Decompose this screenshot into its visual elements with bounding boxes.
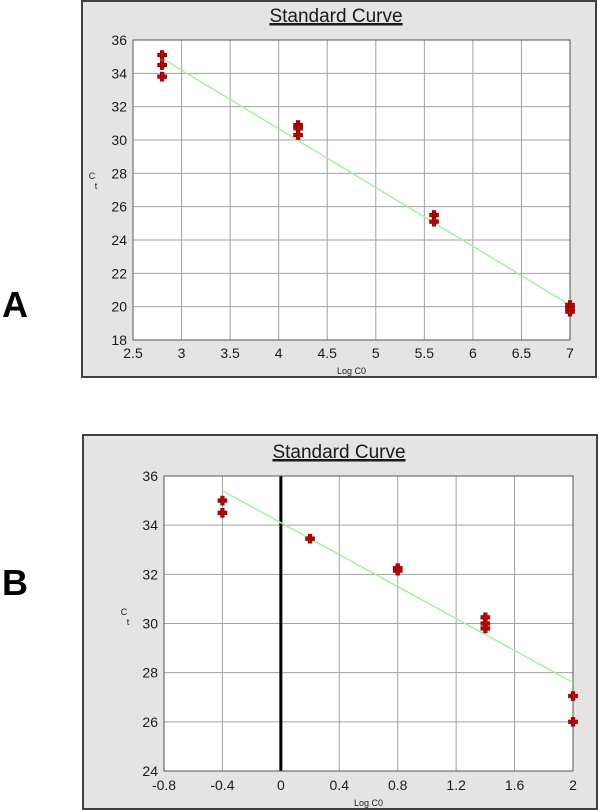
- chart-b-y-tick-label: 28: [142, 665, 158, 681]
- chart-a-y-tick-label: 18: [111, 332, 127, 348]
- chart-b-data-point: [305, 533, 315, 544]
- chart-a-y-tick-label: 28: [111, 165, 127, 181]
- chart-a-x-tick-label: 2.5: [123, 345, 143, 361]
- chart-a-x-tick-label: 5: [372, 345, 380, 361]
- chart-b-data-point: [480, 623, 491, 634]
- chart-b-x-tick-label: -0.8: [152, 777, 176, 793]
- chart-a-x-tick-label: 7: [566, 345, 574, 361]
- chart-a-y-tick-label: 20: [111, 299, 127, 315]
- chart-b-y-tick-label: 32: [142, 566, 158, 582]
- chart-a-data-point: [429, 216, 439, 227]
- chart-b-x-tick-label: -0.4: [210, 777, 234, 793]
- chart-b-y-axis-label: C: [121, 607, 128, 617]
- chart-b-y-tick-label: 36: [142, 468, 158, 484]
- chart-a-data-point: [157, 60, 167, 70]
- chart-a-y-tick-label: 24: [111, 232, 127, 248]
- chart-b-x-tick-label: 0: [277, 777, 285, 793]
- chart-b-y-tick-label: 24: [142, 763, 158, 779]
- chart-b-y-tick-label: 26: [142, 714, 158, 730]
- chart-a-x-axis-label: Log C0: [337, 366, 366, 376]
- chart-a-plot-area: [132, 39, 571, 341]
- chart-b-y-tick-label: 30: [142, 616, 158, 632]
- chart-b-data-point: [217, 508, 228, 518]
- chart-a-x-tick-label: 4: [275, 345, 283, 361]
- chart-b-data-point: [568, 691, 578, 701]
- chart-b-x-tick-label: 1.2: [446, 777, 466, 793]
- chart-b-x-axis-label: Log C0: [354, 798, 383, 808]
- chart-a-data-point: [565, 306, 575, 317]
- chart-a-y-tick-label: 34: [111, 65, 127, 81]
- chart-a-y-tick-label: 26: [111, 199, 127, 215]
- chart-a-data-point: [157, 50, 167, 60]
- chart-a-y-tick-label: 22: [111, 265, 127, 281]
- chart-b-plot-border: [163, 475, 574, 772]
- chart-b-x-tick-label: 2: [569, 777, 577, 793]
- chart-a-data-point: [293, 130, 303, 140]
- chart-a-x-tick-label: 3.5: [220, 345, 240, 361]
- chart-b-x-tick-label: 0.4: [330, 777, 350, 793]
- chart-a-y-tick-label: 30: [111, 132, 127, 148]
- chart-a-title: Standard Curve: [269, 6, 402, 27]
- chart-b-y-tick-label: 34: [142, 517, 158, 533]
- chart-b-fit-line: [222, 490, 574, 684]
- chart-a-y-axis-label: C: [89, 171, 96, 181]
- chart-b-x-tick-label: 1.6: [505, 777, 525, 793]
- chart-a-fit-line: [161, 57, 571, 306]
- chart-a-y-tick-label: 36: [111, 32, 127, 48]
- chart-a-y-tick-label: 32: [111, 99, 127, 115]
- chart-a-x-tick-label: 5.5: [415, 345, 435, 361]
- chart-b-x-tick-label: 0.8: [388, 777, 408, 793]
- chart-b-data-point: [568, 717, 578, 727]
- chart-a-x-tick-label: 6.5: [512, 345, 532, 361]
- panel-label-a: A: [2, 284, 28, 325]
- chart-a-x-tick-label: 3: [178, 345, 186, 361]
- chart-a-x-tick-label: 4.5: [317, 345, 337, 361]
- chart-a-data-point: [157, 71, 167, 82]
- chart-b-title: Standard Curve: [272, 442, 405, 463]
- chart-a-y-axis-label-sub: t: [95, 181, 98, 191]
- panel-label-b: B: [2, 562, 28, 603]
- chart-b-y-axis-label-sub: t: [127, 617, 130, 627]
- chart-b-data-point: [392, 565, 403, 576]
- chart-b-data-point: [217, 495, 228, 506]
- chart-a-plot-border: [132, 39, 571, 341]
- chart-a-x-tick-label: 6: [469, 345, 477, 361]
